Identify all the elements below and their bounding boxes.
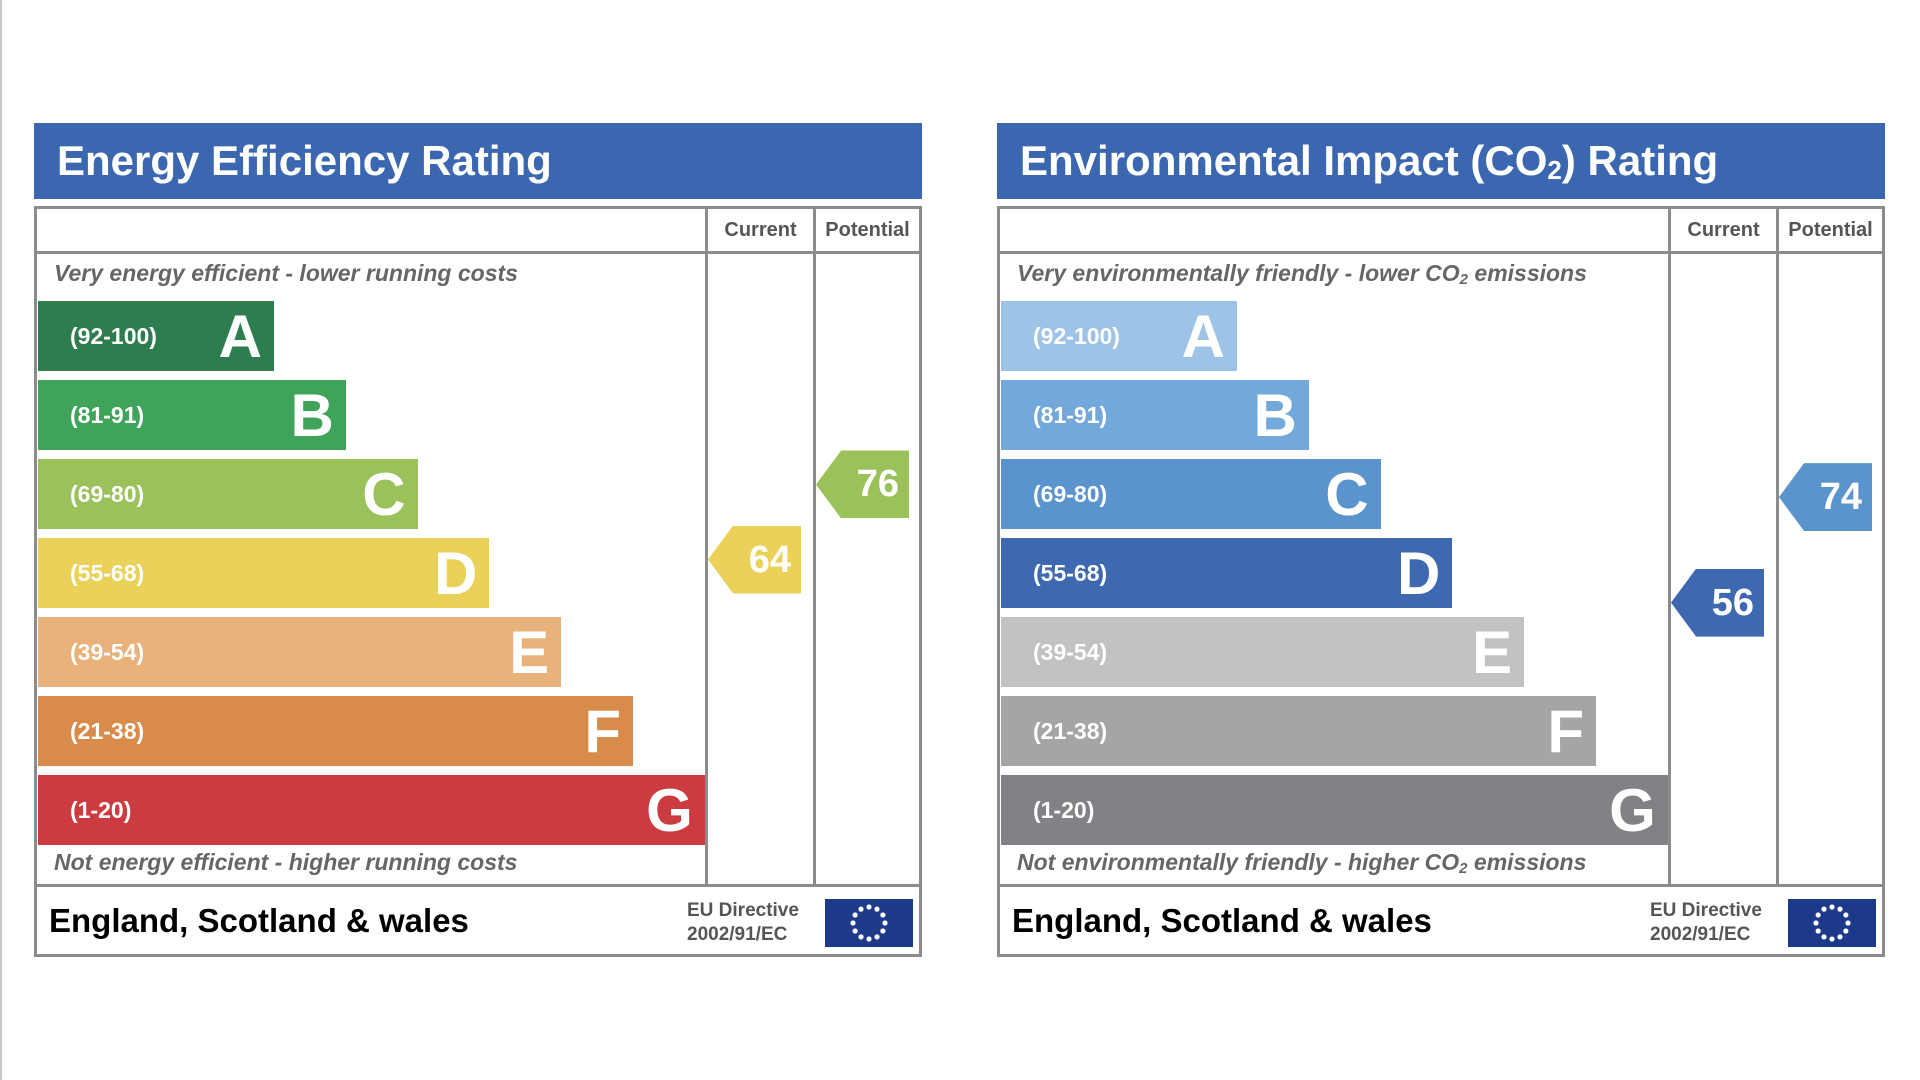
rating-band-d: (55-68) D [1001,538,1453,608]
band-range-label: (92-100) [70,323,157,349]
bottom-note: Not environmentally friendly - higher CO… [1017,849,1587,877]
current-rating-arrow: 56 [1671,568,1764,637]
band-range-label: (21-38) [70,718,145,744]
band-range-label: (1-20) [70,797,132,823]
rating-band-b: (81-91) B [38,380,346,450]
band-letter-label: F [1547,698,1584,765]
eu-directive: EU Directive 2002/91/EC [687,899,817,947]
divider-footer [1000,884,1882,887]
chart-title: Energy Efficiency Rating [34,123,922,199]
divider-footer [37,884,919,887]
band-range-label: (55-68) [70,560,145,586]
band-range-label: (39-54) [1033,639,1108,665]
band-range-label: (81-91) [1033,402,1108,428]
band-letter-label: A [1181,303,1225,370]
band-range-label: (21-38) [1033,718,1108,744]
footer-region: England, Scotland & wales [1012,902,1432,939]
chart-title: Environmental Impact (CO2) Rating [997,123,1885,199]
current-rating-arrow: 64 [708,525,801,594]
band-letter-label: B [1253,382,1297,449]
bottom-note: Not energy efficient - higher running co… [54,849,518,875]
band-range-label: (69-80) [70,481,145,507]
divider-current [1668,209,1671,884]
band-letter-label: E [509,619,550,686]
top-note: Very energy efficient - lower running co… [54,260,518,286]
rating-band-c: (69-80) C [1001,459,1381,529]
band-letter-label: D [1397,540,1441,607]
band-range-label: (81-91) [70,402,145,428]
rating-band-a: (92-100) A [38,301,274,371]
band-letter-label: E [1472,619,1513,686]
rating-band-a: (92-100) A [1001,301,1237,371]
divider-header [37,251,919,254]
eu-directive-line2: 2002/91/EC [687,924,788,945]
chart-body: Current Potential Very environmentally f… [997,206,1885,957]
band-letter-label: G [1609,777,1656,844]
band-range-label: (55-68) [1033,560,1108,586]
rating-band-f: (21-38) F [1001,696,1596,766]
page-left-border [0,0,2,1080]
band-letter-label: C [1325,461,1369,528]
column-header-current: Current [1687,219,1760,241]
band-range-label: (69-80) [1033,481,1108,507]
rating-band-d: (55-68) D [38,538,490,608]
rating-band-b: (81-91) B [1001,380,1309,450]
eu-directive-line1: EU Directive [1650,900,1762,921]
rating-band-e: (39-54) E [1001,617,1525,687]
divider-current [705,209,708,884]
band-range-label: (39-54) [70,639,145,665]
column-header-current: Current [724,219,797,241]
band-letter-label: C [362,461,406,528]
column-header-potential: Potential [1788,219,1873,241]
rating-band-f: (21-38) F [38,696,633,766]
eu-directive-line1: EU Directive [687,900,799,921]
band-letter-label: G [646,777,693,844]
band-letter-label: A [218,303,262,370]
band-range-label: (1-20) [1033,797,1095,823]
top-note: Very environmentally friendly - lower CO… [1017,260,1587,288]
eu-flag-icon [1788,899,1876,947]
eu-directive: EU Directive 2002/91/EC [1650,899,1780,947]
column-header-potential: Potential [825,219,910,241]
eu-flag-icon [825,899,913,947]
chart-body: Current Potential Very energy efficient … [34,206,922,957]
band-letter-label: D [434,540,478,607]
rating-band-g: (1-20) G [38,775,705,845]
energy-efficiency-chart: Energy Efficiency Rating Current Potenti… [34,123,922,957]
divider-potential [813,209,816,884]
footer-region: England, Scotland & wales [49,902,469,939]
divider-potential [1776,209,1779,884]
band-letter-label: F [584,698,621,765]
environmental-impact-chart: Environmental Impact (CO2) Rating Curren… [997,123,1885,957]
divider-header [1000,251,1882,254]
rating-band-g: (1-20) G [1001,775,1668,845]
eu-directive-line2: 2002/91/EC [1650,924,1751,945]
band-range-label: (92-100) [1033,323,1120,349]
potential-rating-arrow: 74 [1779,463,1872,532]
rating-band-c: (69-80) C [38,459,418,529]
band-letter-label: B [290,382,334,449]
potential-rating-arrow: 76 [816,450,909,519]
rating-band-e: (39-54) E [38,617,562,687]
